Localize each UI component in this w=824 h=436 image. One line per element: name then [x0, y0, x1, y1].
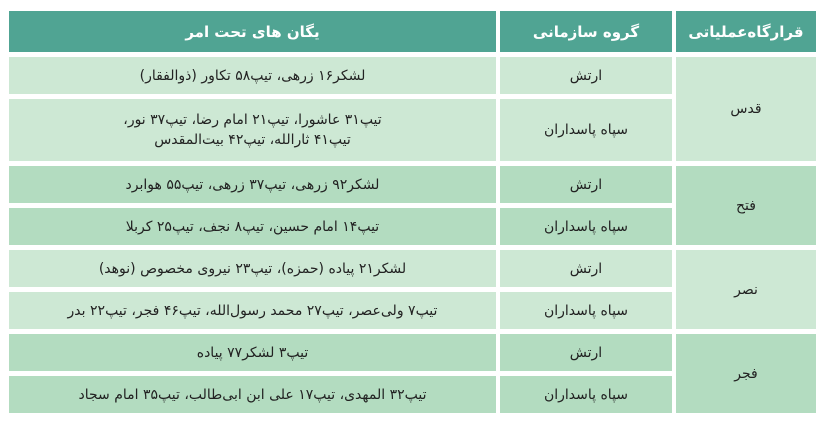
hq-cell: فتح — [676, 166, 816, 245]
units-cell: لشکر۱۶ زرهی، تیپ۵۸ تکاور (ذوالفقار) — [9, 57, 496, 94]
group-cell: ارتش — [500, 57, 672, 94]
units-cell: تیپ۳۲ المهدی، تیپ۱۷ علی ابن ابی‌طالب، تی… — [9, 376, 496, 413]
table-row: سپاه پاسداران تیپ۳۱ عاشورا، تیپ۲۱ امام رض… — [9, 99, 816, 161]
units-cell: تیپ۷ ولی‌عصر، تیپ۲۷ محمد رسول‌الله، تیپ۴… — [9, 292, 496, 329]
hq-cell: فجر — [676, 334, 816, 413]
group-cell: سپاه پاسداران — [500, 292, 672, 329]
table-row: فجر ارتش تیپ۳ لشکر۷۷ پیاده — [9, 334, 816, 413]
units-cell: لشکر۹۲ زرهی، تیپ۳۷ زرهی، تیپ۵۵ هوابرد — [9, 166, 496, 203]
table-row: سپاه پاسداران تیپ۷ ولی‌عصر، تیپ۲۷ محمد رس… — [9, 292, 816, 329]
header-row: قرارگاه‌عملیاتی گروه سازمانی یگان های تح… — [9, 11, 816, 52]
units-cell: تیپ۱۴ امام حسین، تیپ۸ نجف، تیپ۲۵ کربلا — [9, 208, 496, 245]
table-row: سپاه پاسداران تیپ۱۴ امام حسین، تیپ۸ نجف، … — [9, 208, 816, 245]
table-row: فتح ارتش لشکر۹۲ زرهی، تیپ۳۷ زرهی، تیپ۵۵ هو… — [9, 166, 816, 245]
group-cell: سپاه پاسداران — [500, 208, 672, 245]
units-table: قرارگاه‌عملیاتی گروه سازمانی یگان های تح… — [5, 6, 820, 418]
table-row: قدس ارتش لشکر۱۶ زرهی، تیپ۵۸ تکاور (ذوالفقا… — [9, 57, 816, 161]
header-hq: قرارگاه‌عملیاتی — [676, 11, 816, 52]
units-cell: تیپ۳۱ عاشورا، تیپ۲۱ امام رضا، تیپ۳۷ نور،… — [9, 99, 496, 161]
group-cell: ارتش — [500, 250, 672, 287]
group-cell: سپاه پاسداران — [500, 376, 672, 413]
header-group: گروه سازمانی — [500, 11, 672, 52]
header-units: یگان های تحت امر — [9, 11, 496, 52]
hq-cell: قدس — [676, 57, 816, 161]
hq-cell: نصر — [676, 250, 816, 329]
group-cell: سپاه پاسداران — [500, 99, 672, 161]
group-cell: ارتش — [500, 334, 672, 371]
group-cell: ارتش — [500, 166, 672, 203]
units-cell: لشکر۲۱ پیاده (حمزه)، تیپ۲۳ نیروی مخصوص (… — [9, 250, 496, 287]
units-cell: تیپ۳ لشکر۷۷ پیاده — [9, 334, 496, 371]
table-row: نصر ارتش لشکر۲۱ پیاده (حمزه)، تیپ۲۳ نیروی … — [9, 250, 816, 329]
table-row: سپاه پاسداران تیپ۳۲ المهدی، تیپ۱۷ علی ابن… — [9, 376, 816, 413]
